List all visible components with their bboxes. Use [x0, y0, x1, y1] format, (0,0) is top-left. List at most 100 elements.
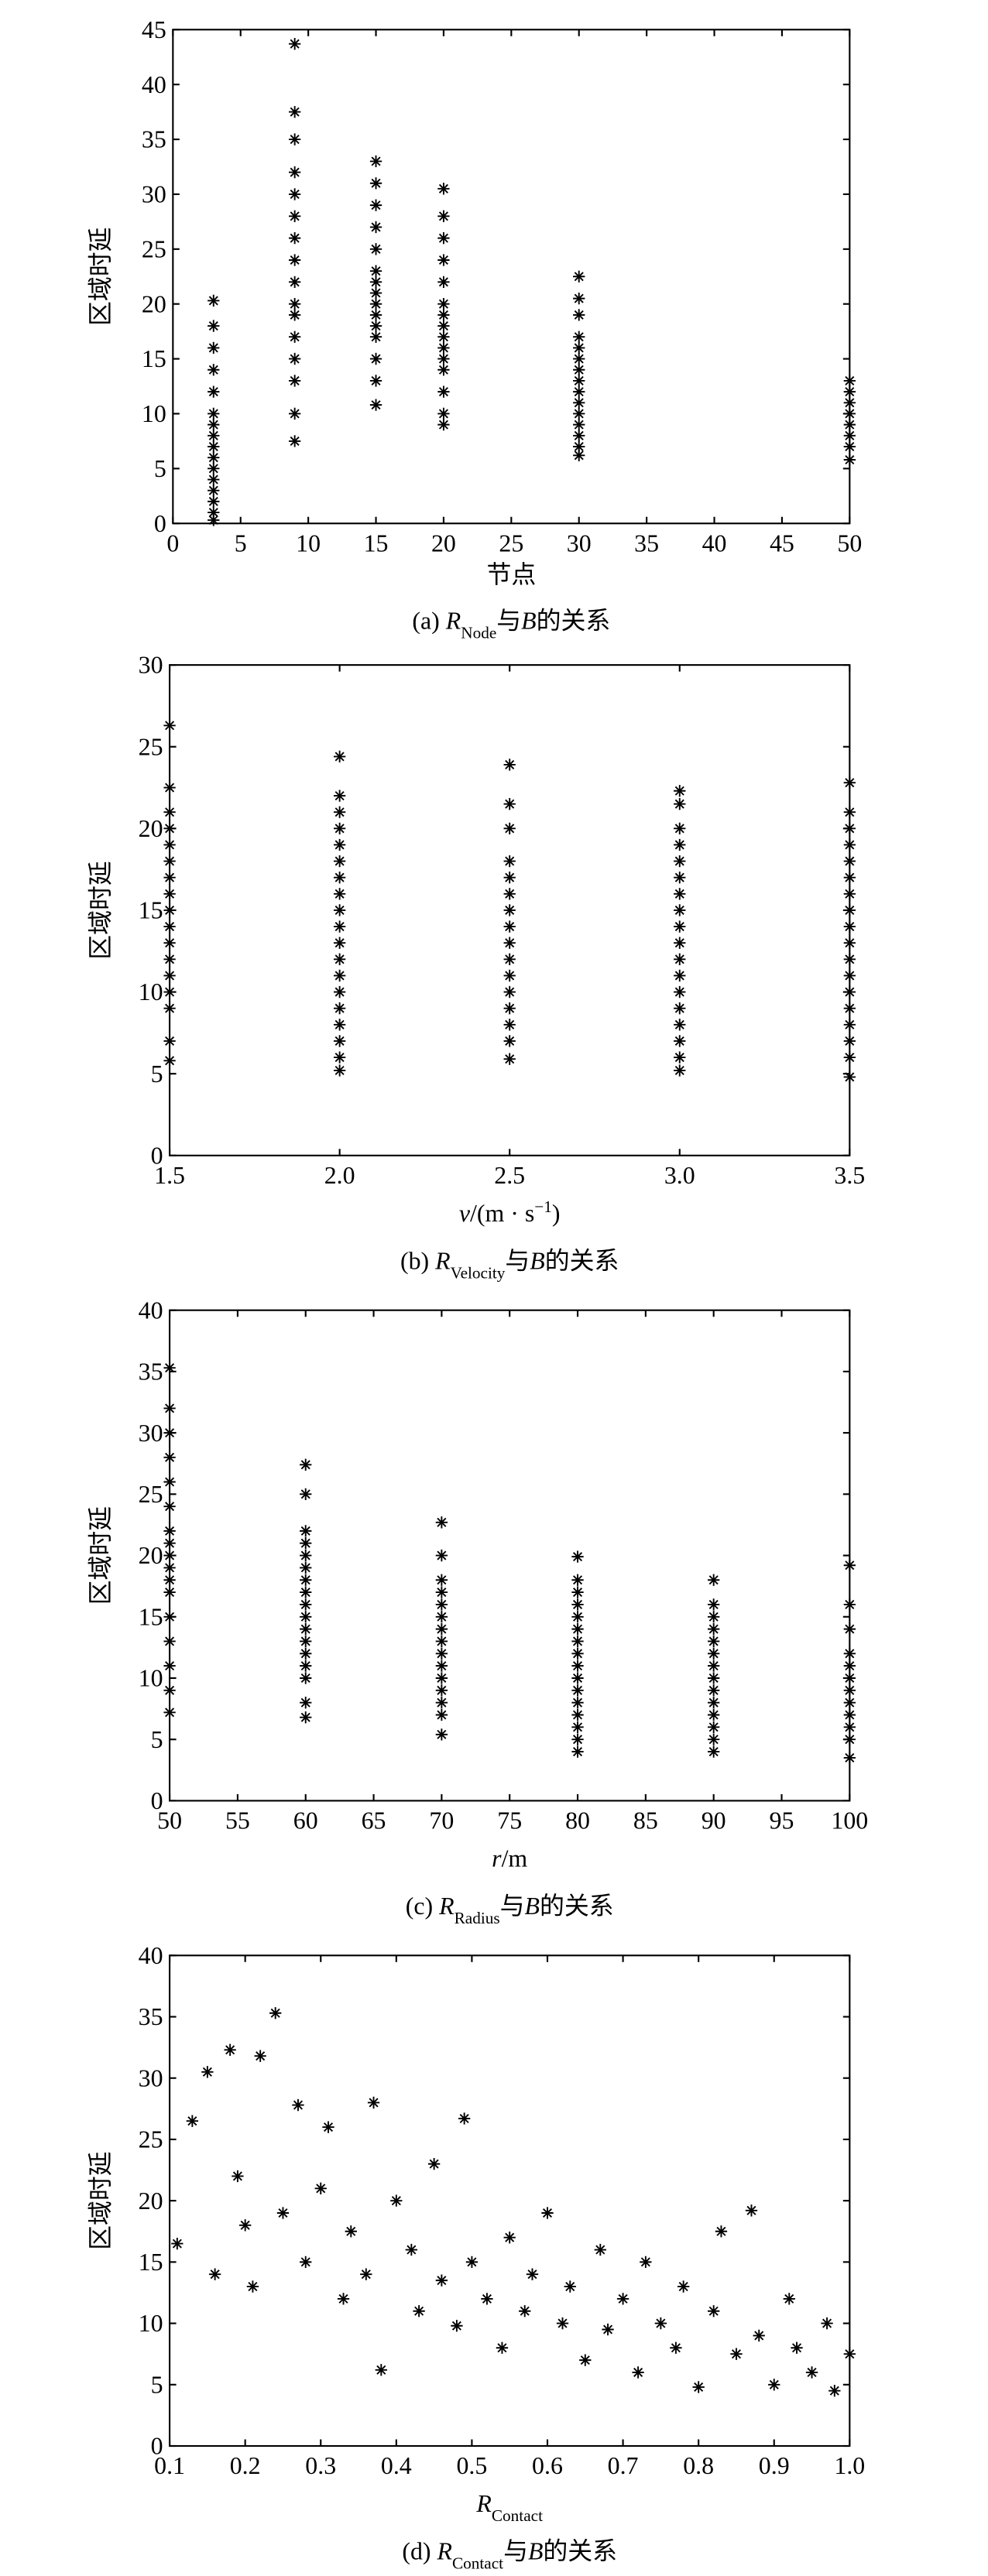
caption-part: (b)	[400, 1248, 435, 1275]
point	[435, 1622, 448, 1636]
x-tick-label: 50	[157, 1807, 182, 1834]
point	[269, 2007, 282, 2019]
y-tick-label: 20	[142, 290, 166, 317]
point	[573, 364, 585, 376]
point	[208, 514, 220, 526]
x-tick-label: 100	[831, 1807, 868, 1834]
x-tick-label: 20	[431, 529, 456, 557]
point	[435, 1697, 448, 1709]
point	[288, 309, 301, 321]
caption-part: Velocity	[451, 1264, 506, 1283]
point	[300, 1549, 312, 1562]
point	[288, 210, 301, 222]
point	[791, 2341, 803, 2354]
point	[843, 776, 856, 789]
y-tick-label: 5	[151, 1060, 163, 1088]
point	[708, 1598, 720, 1611]
point	[573, 418, 585, 431]
point	[208, 385, 220, 398]
x-tick-label: 25	[499, 529, 523, 557]
point	[526, 2268, 539, 2280]
point	[288, 331, 301, 343]
caption-part: R	[445, 607, 461, 634]
point	[708, 1622, 720, 1636]
point	[333, 872, 346, 884]
x-tick-label: 90	[702, 1807, 726, 1834]
point	[171, 2237, 184, 2250]
point	[201, 2066, 214, 2078]
point	[369, 331, 383, 343]
point	[677, 2280, 690, 2293]
point	[571, 1721, 584, 1734]
y-axis-label: 区域时延	[87, 228, 114, 327]
point	[503, 872, 516, 884]
x-tick-label: 2.0	[324, 1162, 355, 1189]
caption-part: B	[525, 1893, 540, 1920]
point	[288, 105, 301, 118]
point	[300, 2256, 312, 2269]
point	[435, 1708, 448, 1721]
point	[674, 822, 686, 835]
y-tick-label: 40	[142, 71, 166, 98]
point	[435, 1647, 448, 1660]
point	[163, 781, 176, 794]
caption-part: 的关系	[543, 2538, 617, 2565]
point	[300, 1561, 312, 1574]
x-tick-label: 40	[702, 529, 727, 557]
point	[300, 1525, 312, 1537]
point	[571, 1622, 584, 1636]
point	[369, 265, 383, 277]
caption-part: 的关系	[537, 607, 611, 634]
plot-frame	[169, 1954, 851, 2448]
y-tick-label: 35	[139, 1358, 163, 1386]
y-tick-label: 5	[154, 455, 166, 482]
point	[435, 1728, 448, 1741]
point	[843, 822, 856, 835]
point	[435, 1635, 448, 1648]
caption: (b) RVelocity与B的关系	[400, 1248, 619, 1283]
point	[369, 320, 383, 332]
point	[369, 399, 383, 411]
point	[435, 1598, 448, 1611]
point	[503, 1002, 516, 1015]
point	[843, 1752, 856, 1764]
point	[843, 1672, 856, 1684]
point	[163, 1660, 176, 1672]
point	[571, 1733, 584, 1745]
y-tick-label: 0	[154, 510, 166, 537]
point	[163, 1500, 176, 1512]
point	[843, 1019, 856, 1031]
point	[458, 2112, 471, 2125]
caption-part: (d)	[402, 2538, 437, 2565]
point	[163, 1537, 176, 1550]
point	[390, 2194, 403, 2207]
point	[163, 872, 176, 884]
point	[843, 1733, 856, 1745]
point	[541, 2207, 554, 2219]
point	[163, 1574, 176, 1586]
point	[224, 2043, 236, 2056]
point	[708, 1721, 720, 1734]
point	[571, 1745, 584, 1758]
y-tick-label: 35	[139, 2003, 163, 2030]
point	[232, 2170, 244, 2183]
point	[163, 1611, 176, 1623]
x-tick-label: 60	[293, 1807, 318, 1834]
point	[437, 183, 450, 195]
point	[239, 2219, 252, 2232]
point	[163, 920, 176, 933]
point	[503, 985, 516, 999]
x-axis-label-part: v	[459, 1200, 471, 1227]
x-tick-label: 35	[634, 529, 659, 557]
point	[708, 1611, 720, 1623]
point	[437, 418, 450, 431]
point	[333, 790, 346, 802]
y-tick-label: 5	[151, 1726, 163, 1753]
point	[843, 385, 856, 398]
point	[300, 1672, 312, 1684]
point	[163, 1684, 176, 1697]
point	[369, 352, 383, 365]
point	[843, 888, 856, 900]
point	[573, 407, 585, 420]
point	[163, 937, 176, 949]
